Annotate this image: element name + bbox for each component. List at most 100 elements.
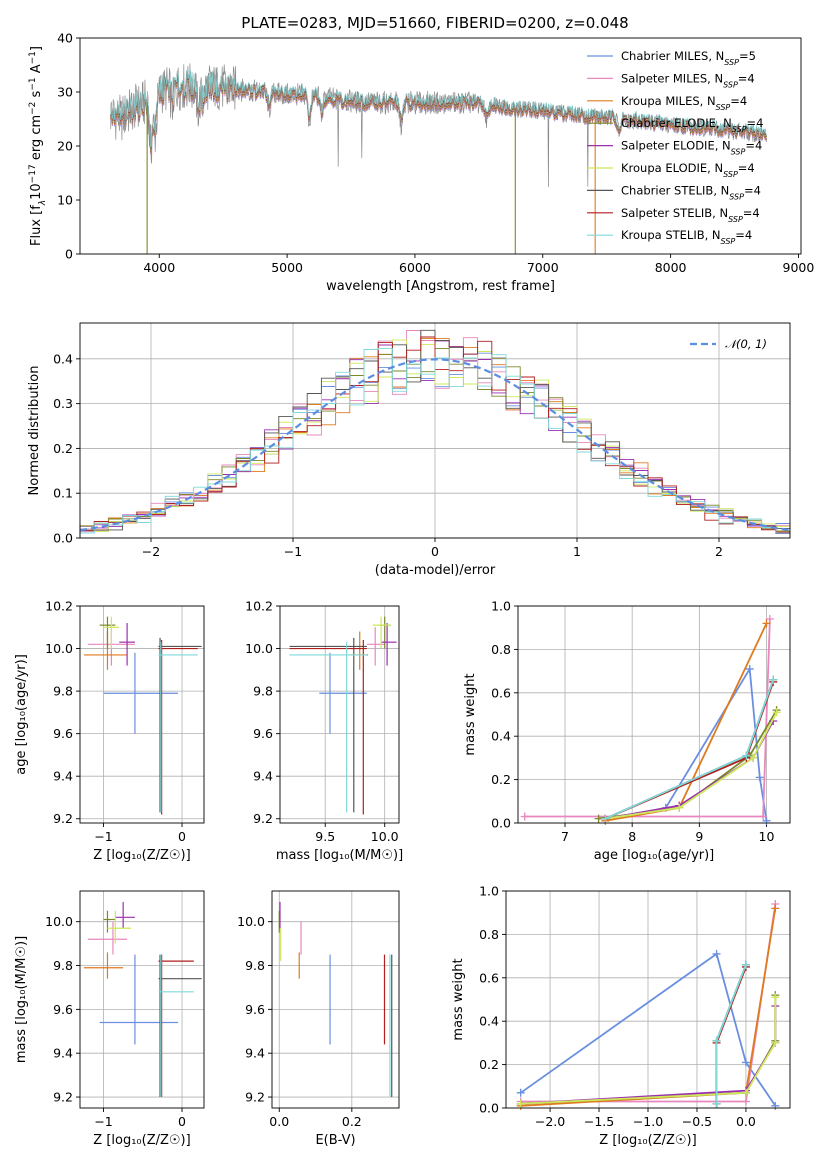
- panel-spectrum: 4000 5000 6000 7000 8000 9000 0 10 20 30 40 wavelen…: [28, 31, 814, 295]
- axes-frame: [79, 605, 205, 824]
- y-axis-label-part: ]: [29, 46, 44, 51]
- panel-mass-vs-z: −1 0 9.2 9.4 9.6 9.8 10.0 Z [log₁₀(Z/Z☉)] mass […: [14, 890, 205, 1148]
- legend-name: Chabrier MILES, N: [621, 49, 724, 63]
- y-tick-label: 10.2: [45, 599, 73, 614]
- weight-marker: [771, 1038, 780, 1047]
- axes-frame: [79, 322, 791, 539]
- y-tick-label: 0.1: [53, 486, 73, 501]
- y-tick-label: 9.2: [53, 811, 73, 826]
- y-tick-label: 9.6: [253, 726, 273, 741]
- plot-area: [520, 615, 781, 825]
- weight-marker: [765, 615, 774, 624]
- legend-entry-chabrier-stelib: Chabrier STELIB, NSSP=4: [621, 183, 761, 201]
- y-tick-label: 0.4: [491, 729, 511, 744]
- weight-marker: [771, 1101, 780, 1110]
- y-tick-label: 0.8: [491, 642, 511, 657]
- y-axis-label-part: −1: [28, 51, 38, 64]
- legend-name: Salpeter STELIB, N: [621, 206, 728, 220]
- x-tick-label: 6000: [399, 260, 431, 275]
- weight-marker: [771, 904, 780, 913]
- y-tick-label: 0.6: [479, 970, 499, 985]
- weight-line: [715, 964, 747, 1104]
- y-tick-label: 0: [65, 247, 73, 262]
- errorbar-chabrier-miles: [99, 954, 179, 1045]
- errorbar-chabrier-stelib: [158, 637, 202, 813]
- weight-marker: [741, 1097, 750, 1106]
- legend-count: =4: [738, 71, 755, 85]
- x-axis-label: age [log₁₀(age/yr)]: [594, 848, 715, 863]
- weight-marker: [769, 675, 778, 684]
- y-axis-label-part: −1: [28, 77, 38, 90]
- weight-series-kroupa-miles: [601, 619, 771, 825]
- errorbar-kroupa-elodie: [372, 616, 391, 649]
- weight-marker: [712, 1036, 721, 1045]
- y-tick-label: 9.4: [253, 769, 273, 784]
- x-tick-label: 0.2: [342, 1114, 362, 1129]
- weight-line: [715, 966, 747, 1104]
- errorbar-chabrier-miles: [319, 652, 367, 734]
- panel-age-vs-mass: 9.5 10.0 9.2 9.4 9.6 9.8 10.0 10.2 mass [log₁₀(M…: [245, 599, 403, 864]
- legend-name: Chabrier ELODIE, N: [621, 116, 732, 130]
- axes-frame: [505, 890, 791, 1109]
- y-tick-label: 10: [57, 193, 73, 208]
- axes-frame: [517, 605, 791, 824]
- y-tick-label: 9.4: [53, 1046, 73, 1061]
- panel-weight-vs-age: 7 8 9 10 0.0 0.2 0.4 0.6 0.8 1.0 age [log₁₀(age/yr…: [463, 599, 791, 863]
- y-tick-label: 9.8: [53, 684, 73, 699]
- y-tick-label: 0.6: [491, 685, 511, 700]
- y-axis-label: Normed distribution: [27, 366, 42, 496]
- y-axis-label-part: erg cm: [29, 115, 44, 164]
- y-tick-label: 9.6: [53, 726, 73, 741]
- x-tick-label: 9000: [783, 260, 815, 275]
- legend-entry-salpeter-miles: Salpeter MILES, NSSP=4: [621, 71, 755, 89]
- weight-marker: [516, 1099, 525, 1108]
- weight-marker: [759, 812, 768, 821]
- x-tick-label: 0: [178, 829, 186, 844]
- x-tick-label: −1: [94, 829, 112, 844]
- errorbar-chabrier-stelib: [289, 637, 367, 813]
- weight-line: [715, 964, 747, 1104]
- y-axis-label: age [log₁₀(age/yr)]: [14, 654, 29, 775]
- x-axis-label: mass [log₁₀(M/M☉)]: [276, 848, 403, 863]
- weight-series-chabrier-elodie: [594, 706, 781, 823]
- weight-marker: [762, 619, 771, 628]
- weight-marker: [742, 751, 751, 760]
- y-tick-label: 0.0: [491, 816, 511, 831]
- weight-marker: [516, 1088, 525, 1097]
- y-tick-label: 0.8: [479, 927, 499, 942]
- legend-entry-kroupa-miles: Kroupa MILES, NSSP=4: [621, 94, 747, 112]
- legend-entry-gaussian: 𝒩(0, 1): [725, 337, 767, 351]
- x-tick-label: 0.0: [269, 1114, 289, 1129]
- x-axis-label: Z [log₁₀(Z/Z☉)]: [599, 1133, 696, 1148]
- plot-area: [110, 63, 767, 254]
- weight-marker: [741, 1058, 750, 1067]
- panel-mass-vs-ebv: 0.0 0.2 9.2 9.4 9.6 9.8 10.0 E(B-V): [237, 890, 400, 1148]
- y-tick-label: 9.4: [245, 1046, 265, 1061]
- weight-series-chabrier-miles: [516, 949, 780, 1110]
- x-tick-label: 9: [695, 829, 703, 844]
- y-tick-label: 9.6: [53, 1002, 73, 1017]
- plot-area: [278, 901, 393, 1098]
- errorbar-chabrier-elodie: [99, 616, 116, 649]
- gaussian-reference-curve: [79, 358, 791, 532]
- weight-line: [520, 997, 777, 1105]
- y-axis-label-part: s: [29, 90, 44, 101]
- y-axis-label-part: Flux [f: [29, 205, 44, 246]
- y-axis-label: mass [log₁₀(M/M☉)]: [14, 936, 29, 1063]
- y-tick-label: 0.3: [53, 396, 73, 411]
- x-axis-label: wavelength [Angstrom, rest frame]: [326, 279, 555, 294]
- x-tick-label: 2: [715, 544, 723, 559]
- legend-entry-kroupa-stelib: Kroupa STELIB, NSSP=4: [621, 228, 752, 246]
- weight-line: [520, 952, 777, 1107]
- weight-marker: [712, 949, 721, 958]
- y-tick-label: 10.0: [45, 914, 73, 929]
- weight-series-kroupa-stelib: [712, 960, 750, 1108]
- axes-frame: [271, 890, 400, 1109]
- weight-marker: [741, 1088, 750, 1097]
- legend-count: =4: [744, 183, 761, 197]
- residual-hist-kroupa-stelib: [79, 347, 790, 538]
- legend-name: Chabrier STELIB, N: [621, 183, 729, 197]
- legend-name: Kroupa ELODIE, N: [621, 161, 723, 175]
- errorbar-kroupa-stelib: [289, 642, 367, 813]
- y-axis-label: Flux [fλ10−17 erg cm−2 s−1 A−1]: [28, 46, 48, 246]
